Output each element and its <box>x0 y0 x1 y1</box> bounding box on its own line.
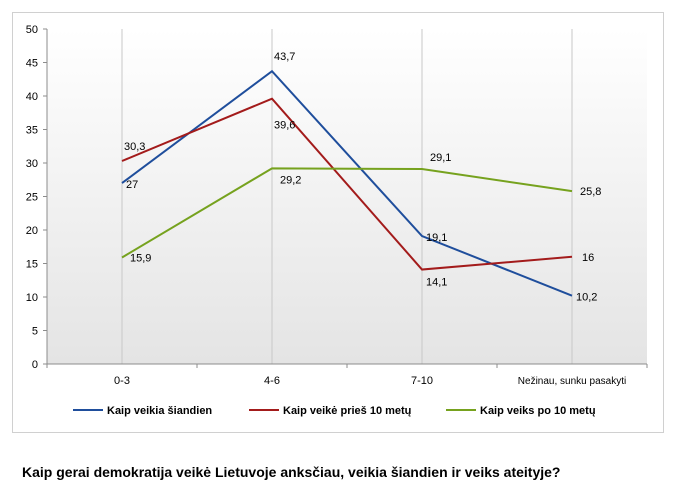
x-tick-label: Nežinau, sunku pasakyti <box>518 376 626 387</box>
data-label: 27 <box>126 179 138 191</box>
series-line <box>121 69 573 297</box>
data-label: 29,1 <box>430 152 451 164</box>
x-tick-label: 4-6 <box>264 375 280 387</box>
plot-area <box>47 29 647 364</box>
y-tick-label: 10 <box>26 292 38 304</box>
legend-label: Kaip veikia šiandien <box>107 405 212 417</box>
legend-label: Kaip veikė prieš 10 metų <box>283 405 411 417</box>
legend-label: Kaip veiks po 10 metų <box>480 405 596 417</box>
y-tick-label: 40 <box>26 91 38 103</box>
y-tick-label: 30 <box>26 158 38 170</box>
data-label: 14,1 <box>426 277 447 289</box>
data-label: 39,6 <box>274 120 295 132</box>
data-label: 30,3 <box>124 141 145 153</box>
y-tick-label: 5 <box>32 326 38 338</box>
series-line <box>121 97 573 271</box>
x-tick-label: 7-10 <box>411 375 433 387</box>
data-label: 15,9 <box>130 252 151 264</box>
data-label: 25,8 <box>580 186 601 198</box>
line-chart: 0 5 10 15 20 25 30 35 40 45 50 0-3 4-6 7-10 Nežinau, s… <box>26 24 648 417</box>
data-label: 19,1 <box>426 232 447 244</box>
y-tick-label: 20 <box>26 225 38 237</box>
y-tick-label: 15 <box>26 259 38 271</box>
data-label: 29,2 <box>280 174 301 186</box>
chart-caption: Kaip gerai demokratija veikė Lietuvoje a… <box>22 464 561 480</box>
data-label: 16 <box>582 252 594 264</box>
y-tick-label: 35 <box>26 125 38 137</box>
data-label: 10,2 <box>576 292 597 304</box>
series-line <box>121 167 573 259</box>
y-tick-label: 0 <box>32 359 38 371</box>
y-tick-label: 50 <box>26 24 38 36</box>
y-tick-label: 45 <box>26 58 38 70</box>
y-tick-label: 25 <box>26 192 38 204</box>
x-tick-label: 0-3 <box>114 375 130 387</box>
data-label: 43,7 <box>274 51 295 63</box>
